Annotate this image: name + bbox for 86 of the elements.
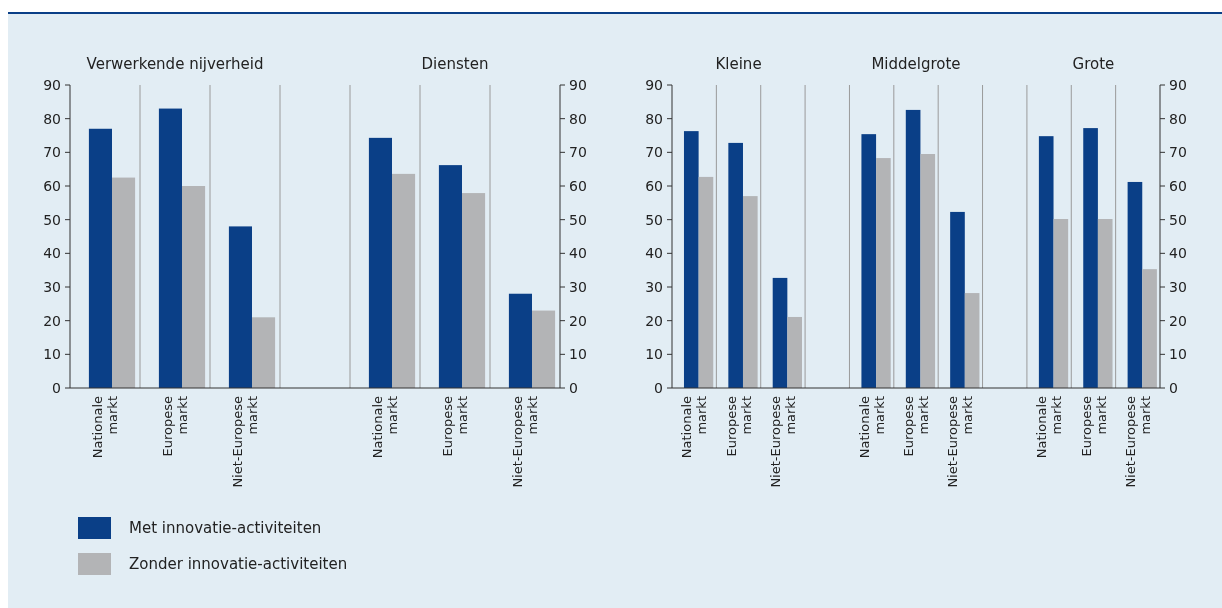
y2-tick-label: 70 xyxy=(569,144,587,161)
y-tick-label: 70 xyxy=(645,144,663,161)
y-tick-label: 20 xyxy=(645,312,663,329)
y-tick-label: 50 xyxy=(645,211,663,228)
x-tick-label: Niet-Europese markt xyxy=(510,396,541,488)
bar xyxy=(158,108,182,388)
y-tick-label: 0 xyxy=(52,379,61,396)
y2-tick-label: 0 xyxy=(1169,379,1178,396)
x-tick-label: Nationale markt xyxy=(90,396,121,459)
y-tick-label: 80 xyxy=(43,110,61,127)
bar xyxy=(182,186,206,388)
bar xyxy=(742,196,758,388)
y-tick-label: 60 xyxy=(43,177,61,194)
bar xyxy=(876,158,891,388)
bar xyxy=(1142,269,1157,388)
x-tick-label: Europese markt xyxy=(160,396,191,457)
bar xyxy=(683,131,699,388)
bar xyxy=(698,176,714,388)
y-tick-label: 80 xyxy=(645,110,663,127)
x-tick-label: Nationale markt xyxy=(370,396,401,459)
x-tick-label: Nationale markt xyxy=(1034,396,1065,459)
legend-label: Zonder innovatie-activiteiten xyxy=(129,555,348,574)
bar xyxy=(438,165,462,388)
text: Kleine xyxy=(715,55,762,73)
y2-tick-label: 70 xyxy=(1169,144,1187,161)
x-tick-label: Niet-Europese markt xyxy=(230,396,261,488)
x-tick-label: Europese markt xyxy=(440,396,471,457)
bar xyxy=(1053,218,1069,388)
bar xyxy=(920,154,936,388)
text: Verwerkende nijverheid xyxy=(86,55,264,73)
y2-tick-label: 90 xyxy=(1169,76,1187,93)
bar xyxy=(532,310,556,388)
bar xyxy=(787,316,802,388)
y2-tick-label: 30 xyxy=(1169,278,1187,295)
y2-tick-label: 40 xyxy=(1169,245,1187,262)
y-tick-label: 60 xyxy=(645,177,663,194)
y2-tick-label: 0 xyxy=(569,379,578,396)
y-tick-label: 30 xyxy=(43,278,61,295)
bar xyxy=(88,128,112,388)
y2-tick-label: 20 xyxy=(1169,312,1187,329)
y2-tick-label: 80 xyxy=(1169,110,1187,127)
bar xyxy=(1038,136,1054,388)
y-tick-label: 10 xyxy=(645,346,663,363)
y-tick-label: 40 xyxy=(645,245,663,262)
text: Middelgrote xyxy=(871,55,961,73)
y-tick-label: 0 xyxy=(654,379,663,396)
bar xyxy=(508,293,532,388)
bar xyxy=(392,173,416,388)
bar xyxy=(861,134,877,388)
y2-tick-label: 90 xyxy=(569,76,587,93)
y-tick-label: 30 xyxy=(645,278,663,295)
bar xyxy=(905,109,921,388)
y2-tick-label: 80 xyxy=(569,110,587,127)
y-tick-label: 20 xyxy=(43,312,61,329)
y-tick-label: 70 xyxy=(43,144,61,161)
text: Grote xyxy=(1072,55,1115,73)
x-tick-label: Nationale markt xyxy=(856,396,887,459)
bar xyxy=(772,277,788,388)
bar xyxy=(368,137,392,388)
y2-tick-label: 60 xyxy=(569,177,587,194)
bar xyxy=(964,293,980,388)
bar xyxy=(1127,181,1143,388)
y2-tick-label: 10 xyxy=(569,346,587,363)
y-tick-label: 10 xyxy=(43,346,61,363)
y2-tick-label: 50 xyxy=(1169,211,1187,228)
y2-tick-label: 10 xyxy=(1169,346,1187,363)
x-tick-label: Nationale markt xyxy=(679,396,710,459)
y2-tick-label: 30 xyxy=(569,278,587,295)
bar xyxy=(252,317,276,388)
bar xyxy=(228,226,252,388)
bar xyxy=(112,177,136,388)
bar xyxy=(1083,128,1098,388)
y2-tick-label: 60 xyxy=(1169,177,1187,194)
bar xyxy=(462,193,486,388)
y-tick-label: 40 xyxy=(43,245,61,262)
text: Diensten xyxy=(421,55,489,73)
bar xyxy=(1097,218,1113,388)
y-tick-label: 90 xyxy=(43,76,61,93)
y-tick-label: 50 xyxy=(43,211,61,228)
y2-tick-label: 20 xyxy=(569,312,587,329)
bar xyxy=(950,211,965,388)
legend-label: Met innovatie-activiteiten xyxy=(129,519,322,538)
y2-tick-label: 50 xyxy=(569,211,587,228)
y2-tick-label: 40 xyxy=(569,245,587,262)
y-tick-label: 90 xyxy=(645,76,663,93)
bar xyxy=(728,142,743,388)
